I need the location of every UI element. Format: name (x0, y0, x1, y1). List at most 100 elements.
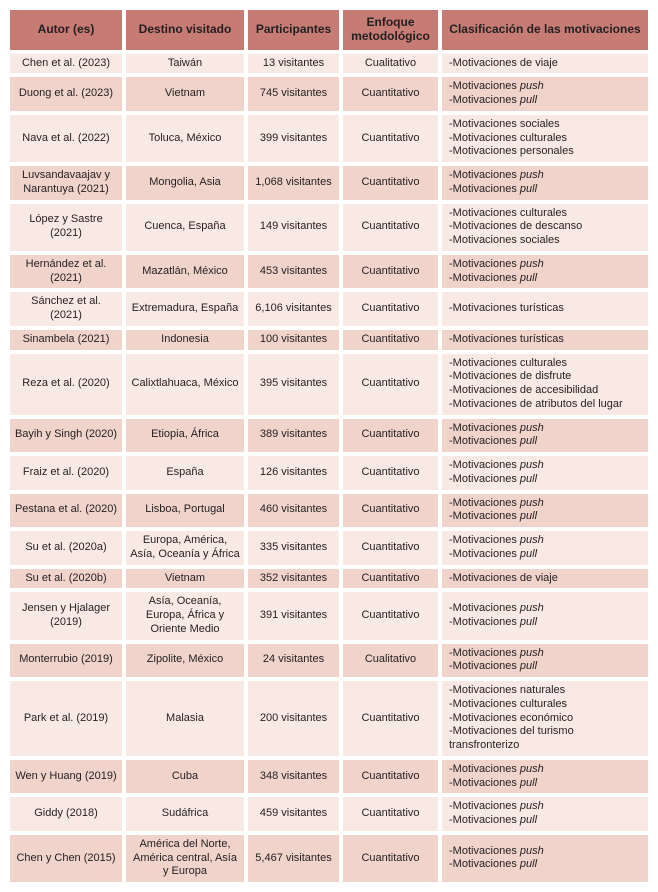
destination-cell: Asía, Oceanía, Europa, África y Oriente … (126, 592, 244, 640)
participants-cell: 6,106 visitantes (248, 292, 339, 326)
motivation-text: push (519, 762, 544, 775)
motivation-line: -Motivaciones pull (449, 777, 644, 791)
motivation-text: -Motivaciones (449, 257, 520, 270)
motivations-cell: -Motivaciones push -Motivaciones pull (442, 77, 648, 111)
destination-cell: Etiopia, África (126, 418, 244, 453)
participants-cell: 453 visitantes (248, 254, 339, 289)
motivations-cell: -Motivaciones culturales -Motivaciones de… (442, 353, 648, 415)
motivations-cell: -Motivaciones push -Motivaciones pull (442, 531, 648, 565)
motivation-text: -Motivaciones (449, 858, 520, 871)
author-cell: Chen y Chen (2015) (10, 834, 122, 883)
motivation-text: -Motivaciones (449, 80, 520, 93)
motivation-line: -Motivaciones push (449, 459, 644, 473)
motivation-text: -Motivaciones (449, 421, 520, 434)
motivation-line: -Motivaciones pull (449, 183, 644, 197)
table-body: Chen et al. (2023) Taiwán 13 visitantes Cua… (10, 53, 648, 883)
destination-cell: Europa, América, Asía, Oceanía y África (126, 531, 244, 565)
motivation-line: -Motivaciones de atributos del lugar (449, 398, 644, 412)
table-row: Chen y Chen (2015) América del Norte, Amé… (10, 834, 648, 883)
motivations-cell: -Motivaciones turísticas (442, 292, 648, 326)
destination-cell: Toluca, México (126, 114, 244, 163)
motivation-text: -Motivaciones naturales (449, 684, 566, 697)
motivation-line: -Motivaciones pull (449, 510, 644, 524)
motivation-text: pull (519, 271, 538, 284)
participants-cell: 352 visitantes (248, 568, 339, 589)
approach-cell: Cuantitativo (343, 493, 438, 528)
motivations-cell: -Motivaciones push -Motivaciones pull (442, 797, 648, 831)
motivation-text: push (519, 800, 544, 813)
destination-cell: Lisboa, Portugal (126, 493, 244, 528)
approach-cell: Cuantitativo (343, 329, 438, 350)
motivation-line: -Motivaciones de disfrute (449, 370, 644, 384)
motivation-text: push (519, 534, 544, 547)
approach-cell: Cuantitativo (343, 114, 438, 163)
participants-cell: 5,467 visitantes (248, 834, 339, 883)
motivation-text: -Motivaciones (449, 646, 520, 659)
approach-cell: Cuantitativo (343, 77, 438, 111)
motivation-text: push (519, 80, 544, 93)
approach-cell: Cualitativo (343, 53, 438, 74)
participants-cell: 459 visitantes (248, 797, 339, 831)
motivation-line: -Motivaciones sociales (449, 118, 644, 132)
participants-cell: 335 visitantes (248, 531, 339, 565)
motivation-text: -Motivaciones culturales (449, 206, 567, 219)
approach-cell: Cuantitativo (343, 759, 438, 794)
motivation-text: pull (519, 776, 538, 789)
motivation-text: -Motivaciones (449, 510, 520, 523)
participants-cell: 460 visitantes (248, 493, 339, 528)
motivation-text: -Motivaciones culturales (449, 131, 567, 144)
motivation-line: -Motivaciones push (449, 169, 644, 183)
approach-cell: Cuantitativo (343, 203, 438, 251)
author-cell: Duong et al. (2023) (10, 77, 122, 111)
motivation-text: -Motivaciones de disfrute (449, 370, 572, 383)
author-cell: Park et al. (2019) (10, 681, 122, 756)
motivation-text: -Motivaciones turísticas (449, 332, 564, 345)
author-cell: Monterrubio (2019) (10, 643, 122, 678)
motivations-cell: -Motivaciones push -Motivaciones pull (442, 456, 648, 490)
motivation-text: push (519, 602, 544, 615)
approach-cell: Cuantitativo (343, 456, 438, 490)
destination-cell: Extremadura, España (126, 292, 244, 326)
motivation-line: -Motivaciones pull (449, 548, 644, 562)
table-header: Autor (es) Destino visitado Participante… (10, 10, 648, 50)
table-row: Nava et al. (2022) Toluca, México 399 visi… (10, 114, 648, 163)
motivation-text: -Motivaciones sociales (449, 117, 560, 130)
destination-cell: España (126, 456, 244, 490)
motivation-text: -Motivaciones de descanso (449, 220, 583, 233)
motivation-line: -Motivaciones push (449, 497, 644, 511)
destination-cell: Zipolite, México (126, 643, 244, 678)
motivations-table: Autor (es) Destino visitado Participante… (6, 6, 652, 886)
motivation-text: -Motivaciones (449, 271, 520, 284)
motivation-text: -Motivaciones (449, 776, 520, 789)
header-enfoque: Enfoque metodológico (343, 10, 438, 50)
motivations-cell: -Motivaciones push -Motivaciones pull (442, 759, 648, 794)
motivation-line: -Motivaciones culturales (449, 357, 644, 371)
motivation-line: -Motivaciones del turismo transfronteriz… (449, 725, 644, 753)
motivation-text: push (519, 844, 544, 857)
motivation-text: -Motivaciones económico (449, 711, 574, 724)
motivation-line: -Motivaciones pull (449, 94, 644, 108)
participants-cell: 126 visitantes (248, 456, 339, 490)
motivation-text: -Motivaciones culturales (449, 697, 567, 710)
motivation-text: pull (519, 660, 538, 673)
motivation-text: push (519, 169, 544, 182)
author-cell: López y Sastre (2021) (10, 203, 122, 251)
motivation-text: pull (519, 435, 538, 448)
destination-cell: Calixtlahuaca, México (126, 353, 244, 415)
table-row: Su et al. (2020b) Vietnam 352 visitantes Cu… (10, 568, 648, 589)
motivation-line: -Motivaciones de accesibilidad (449, 384, 644, 398)
table-row: Luvsandavaajav y Narantuya (2021) Mongoli… (10, 166, 648, 200)
motivation-line: -Motivaciones de viaje (449, 57, 644, 71)
motivations-cell: -Motivaciones push -Motivaciones pull (442, 493, 648, 528)
destination-cell: Taiwán (126, 53, 244, 74)
motivation-text: -Motivaciones (449, 459, 520, 472)
motivations-cell: -Motivaciones push -Motivaciones pull (442, 592, 648, 640)
approach-cell: Cuantitativo (343, 531, 438, 565)
author-cell: Su et al. (2020a) (10, 531, 122, 565)
participants-cell: 200 visitantes (248, 681, 339, 756)
table-row: Fraiz et al. (2020) España 126 visitantes C… (10, 456, 648, 490)
motivation-text: push (519, 257, 544, 270)
participants-cell: 395 visitantes (248, 353, 339, 415)
author-cell: Chen et al. (2023) (10, 53, 122, 74)
author-cell: Su et al. (2020b) (10, 568, 122, 589)
